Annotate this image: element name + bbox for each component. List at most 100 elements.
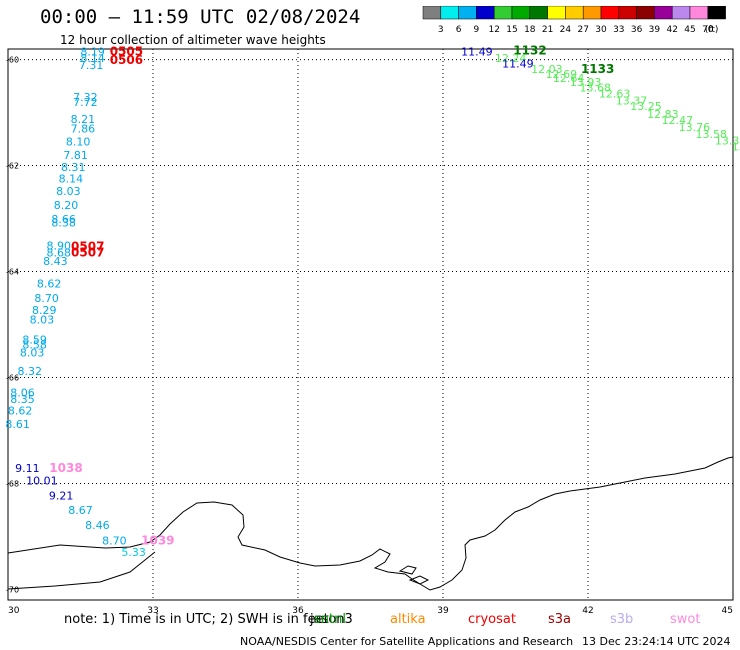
wave-height-label: 13.68 [580,81,612,94]
wave-height-label: 12.63 [599,88,631,101]
wave-height-label: 8.31 [61,161,86,174]
pass-id-label: 1133 [581,62,614,76]
lat-tick-label: -66 [6,373,19,382]
pass-id-label: 1039 [141,533,174,547]
wave-height-label: 12.03 [531,63,563,76]
scale-tick-label: 36 [631,25,643,35]
lat-tick-label: -70 [6,585,19,594]
wave-height-label: 12.83 [647,108,679,121]
wave-height-label: 10.01 [26,475,58,488]
mission-cryosat: cryosat [468,612,516,627]
wave-height-label: 7.81 [63,149,88,162]
scale-tick-label: 24 [560,25,572,35]
wave-height-label: 8.19 [80,45,105,58]
wave-height-label: 5.33 [121,546,146,559]
scale-tick-label: 9 [474,25,480,35]
scale-tick-label: 18 [524,25,536,35]
wave-height-label: 8.68 [47,247,72,260]
wave-height-label: 13.58 [696,128,728,141]
pass-id-label: 1132 [513,43,546,57]
pass-id-label: 0505 [110,44,143,58]
wave-height-label: 8.29 [32,304,57,317]
wave-height-label: 8.03 [30,313,55,326]
pass-id-label: 0507 [71,239,104,253]
mission-s3a: s3a [548,612,572,627]
wave-height-label: 8.70 [34,292,59,305]
wave-height-label: 8.70 [102,534,127,547]
scale-tick-label: 70 [702,25,714,35]
map-title: 00:00 – 11:59 UTC 02/08/2024 [40,6,361,28]
scale-tick-label: 30 [595,25,607,35]
pass-id-label: 0507 [71,246,104,260]
wave-height-label: 12.24 [495,52,527,65]
lon-tick-label: 39 [437,606,449,616]
lat-tick-label: -62 [6,162,19,171]
wave-height-label: 8.43 [43,255,68,268]
pass-id-label: 1038 [49,461,82,475]
wave-height-label: 13.21 [732,141,740,154]
wave-height-label: 9.21 [49,489,74,502]
wave-height-label: 12.64 [553,72,585,85]
mission-jason3: jason3 [310,612,353,627]
island-outline [398,565,417,575]
wave-height-label: 13.76 [679,121,711,134]
wave-height-label: 7.31 [79,59,104,72]
scale-swatch [707,6,726,20]
map-frame [7,48,734,601]
wave-height-label: 8.20 [54,199,79,212]
scale-tick-label: 6 [456,25,462,35]
mission-swot: swot [670,612,701,627]
wave-height-label: 8.62 [8,405,33,418]
scale-tick-label: 45 [684,25,695,35]
wave-height-label: 7.32 [73,91,98,104]
wave-height-label: 8.38 [51,216,76,229]
lat-tick-label: -60 [6,56,19,65]
wave-height-label: 8.62 [37,277,62,290]
lon-tick-label: 30 [8,606,20,616]
wave-height-label: 13.37 [616,95,648,108]
wave-height-label: 8.67 [68,504,93,517]
mission-s3b: s3b [610,612,634,627]
wave-height-label: 12.47 [662,114,694,127]
color-scale-legend: 3 6 9 12 15 18 21 24 27 30 33 36 39 42 45 70(ft) [422,6,726,35]
lat-tick-label: -64 [6,268,19,277]
coastline [7,551,156,590]
map-subtitle: 12 hour collection of altimeter wave hei… [60,33,326,47]
lon-tick-label: 33 [147,606,158,616]
wave-height-label: 11.49 [502,58,534,71]
mission-sntnl: sntnl [314,612,346,627]
wave-height-label: 8.10 [66,135,91,148]
wave-height-label: 8.06 [10,387,35,400]
wave-height-label: 8.14 [80,52,105,65]
wave-height-label: 8.66 [51,213,76,226]
generated-timestamp: 13 Dec 23:24:14 UTC 2024 [582,635,731,648]
wave-height-label: 8.03 [20,346,45,359]
pass-id-label: 0506 [110,53,143,67]
scale-unit: (ft) [705,25,719,35]
wave-height-label: 8.58 [22,338,47,351]
scale-tick-label: 27 [577,25,588,35]
mission-altika: altika [390,612,426,627]
lon-tick-label: 36 [292,606,304,616]
wave-height-label: 8.61 [5,418,30,431]
wave-height-label: 8.03 [56,185,81,198]
wave-height-label: 12.69 [546,68,578,81]
wave-height-label: 13.93 [570,76,602,89]
footnote: note: 1) Time is in UTC; 2) SWH is in fe… [64,612,329,627]
scale-tick-label: 21 [542,25,553,35]
wave-height-label: 13.25 [630,100,662,113]
scale-tick-label: 12 [488,25,499,35]
wave-height-label: 8.90 [47,239,72,252]
wave-height-label: 11.49 [461,45,493,58]
island-outline [408,575,430,585]
lat-tick-label: -68 [6,479,19,488]
scale-tick-label: 33 [613,25,624,35]
coastline [7,456,734,591]
wave-height-label: 8.21 [71,113,96,126]
wave-height-label: 9.11 [15,462,40,475]
scale-tick-label: 15 [506,25,517,35]
wave-height-label: 8.59 [22,334,47,347]
wave-height-label: 8.32 [18,365,43,378]
lon-tick-label: 42 [582,606,593,616]
